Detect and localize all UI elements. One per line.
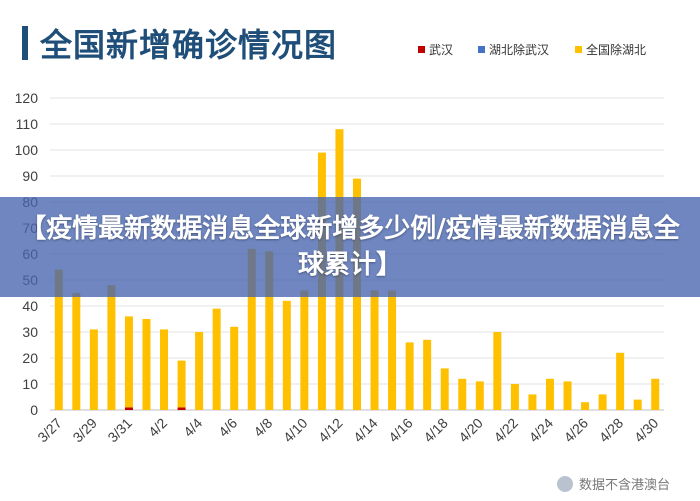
x-tick-label: 4/20 <box>455 415 486 446</box>
x-tick-label: 4/24 <box>526 415 557 446</box>
x-tick-label: 4/4 <box>180 415 205 440</box>
bar-4-22-series-2 <box>510 384 519 410</box>
title-accent-bar <box>22 26 28 60</box>
x-tick-label: 4/26 <box>561 415 592 446</box>
legend-swatch-hubei-ex-wuhan <box>478 46 485 53</box>
x-tick-label: 4/22 <box>490 415 521 446</box>
x-tick-label: 4/14 <box>350 415 381 446</box>
x-tick-label: 4/16 <box>385 415 416 446</box>
y-tick-label: 10 <box>22 376 38 392</box>
legend-item-national-ex-hubei: 全国除湖北 <box>575 41 646 58</box>
chart-title: 全国新增确诊情况图 <box>40 26 338 64</box>
bar-4-7-series-2 <box>247 248 256 410</box>
watermark-text: 数据不含港澳台 <box>578 478 670 493</box>
x-tick-label: 4/8 <box>250 415 275 440</box>
bar-4-10-series-2 <box>300 290 309 410</box>
y-tick-label: 40 <box>22 298 38 314</box>
x-tick-label: 4/12 <box>315 415 346 446</box>
x-tick-label: 4/6 <box>215 415 240 440</box>
bar-4-24-series-2 <box>545 378 554 410</box>
bar-3-28-series-2 <box>72 293 81 410</box>
bar-4-21-series-2 <box>493 332 502 410</box>
legend-label-national-ex-hubei: 全国除湖北 <box>586 43 647 57</box>
x-tick-label: 3/27 <box>34 415 65 446</box>
banner-text: 【疫情最新数据消息全球新增多少例/疫情最新数据消息全球累计】 <box>20 214 680 280</box>
bar-3-30-series-2 <box>107 285 116 410</box>
bar-4-28-series-2 <box>616 352 625 410</box>
x-tick-label: 4/2 <box>145 415 170 440</box>
x-tick-label: 4/28 <box>596 415 627 446</box>
legend-swatch-national-ex-hubei <box>575 46 582 53</box>
y-tick-label: 90 <box>22 168 38 184</box>
bar-4-23-series-2 <box>528 394 537 410</box>
y-tick-label: 110 <box>16 116 39 132</box>
watermark: 数据不含港澳台 <box>556 474 670 493</box>
bar-3-31-series-2 <box>124 316 133 408</box>
legend-label-hubei-ex-wuhan: 湖北除武汉 <box>489 43 550 57</box>
y-tick-label: 20 <box>22 350 38 366</box>
bar-4-26-series-2 <box>581 402 590 410</box>
bar-4-4-series-2 <box>195 332 204 410</box>
bar-4-9-series-2 <box>282 300 291 410</box>
x-tick-label: 3/29 <box>69 415 100 446</box>
y-tick-label: 100 <box>15 142 39 158</box>
y-tick-label: 30 <box>22 324 38 340</box>
bar-4-25-series-2 <box>563 381 572 410</box>
bar-4-18-series-2 <box>440 368 449 410</box>
bar-4-16-series-2 <box>405 342 414 410</box>
legend-swatch-wuhan <box>418 46 425 53</box>
bar-4-1-series-2 <box>142 319 151 410</box>
bar-4-5-series-2 <box>212 308 221 410</box>
bar-4-3-series-0 <box>177 407 186 410</box>
x-tick-label: 3/31 <box>104 415 135 446</box>
bar-3-31-series-0 <box>124 407 133 410</box>
bar-4-15-series-2 <box>388 290 397 410</box>
bar-4-6-series-2 <box>230 326 239 410</box>
x-tick-label: 4/10 <box>280 415 311 446</box>
legend-item-wuhan: 武汉 <box>418 41 453 58</box>
watermark-logo-icon <box>556 475 573 492</box>
legend-label-wuhan: 武汉 <box>429 43 454 57</box>
legend-item-hubei-ex-wuhan: 湖北除武汉 <box>478 41 549 58</box>
banner-overlay: 【疫情最新数据消息全球新增多少例/疫情最新数据消息全球累计】 <box>0 197 700 297</box>
bar-4-8-series-2 <box>265 251 274 410</box>
bar-4-19-series-2 <box>458 378 467 410</box>
x-tick-label: 4/30 <box>631 415 662 446</box>
bar-4-3-series-2 <box>177 360 186 408</box>
bar-4-29-series-2 <box>633 399 642 410</box>
y-tick-label: 0 <box>30 402 38 418</box>
bar-4-17-series-2 <box>423 339 432 410</box>
y-tick-label: 120 <box>15 90 39 106</box>
bar-3-29-series-2 <box>89 329 98 410</box>
bar-4-27-series-2 <box>598 394 607 410</box>
bar-3-27-series-2 <box>54 269 63 410</box>
bar-4-14-series-2 <box>370 290 379 410</box>
bar-4-2-series-2 <box>160 329 169 410</box>
bar-4-30-series-2 <box>651 378 660 410</box>
x-tick-label: 4/18 <box>420 415 451 446</box>
bar-4-20-series-2 <box>475 381 484 410</box>
